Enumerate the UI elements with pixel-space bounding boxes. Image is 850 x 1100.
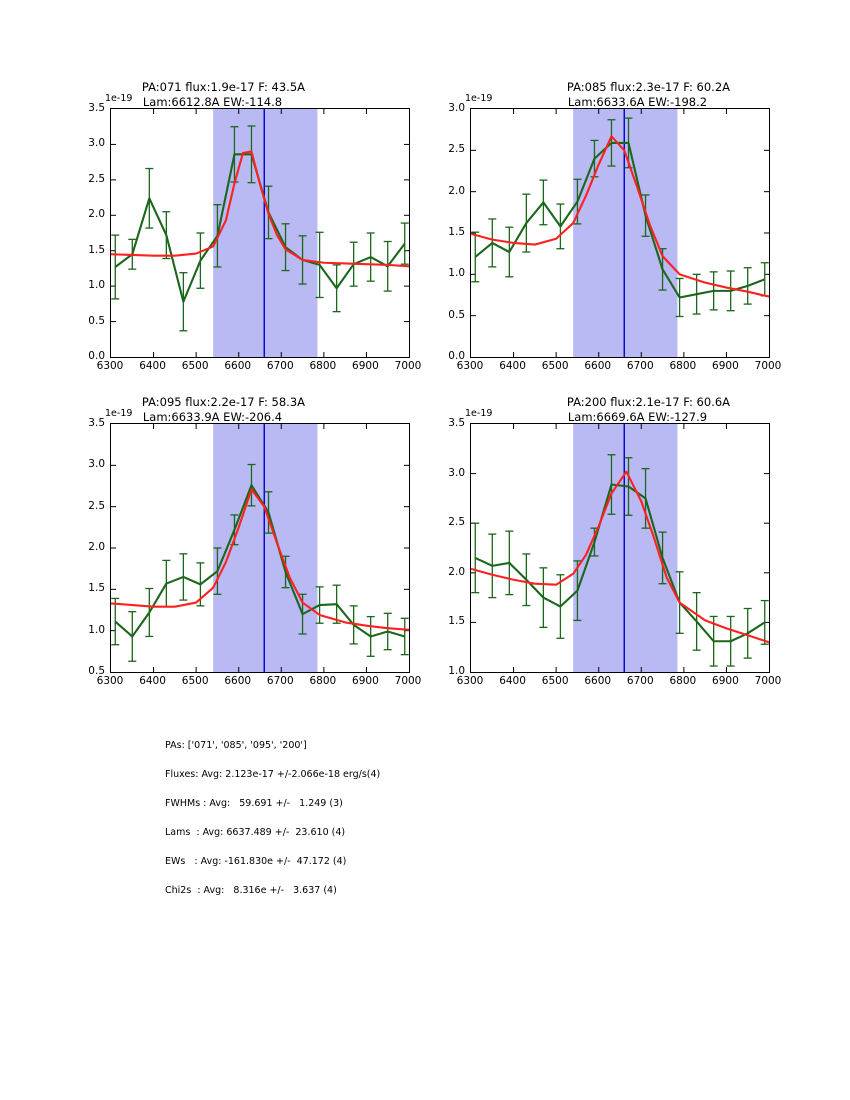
y-tick-label: 0.0 [88,350,105,362]
model-fit-line [111,150,409,268]
summary-line-ews: EWs : Avg: -161.830e +/- 47.172 (4) [165,856,347,867]
observed-spectrum-line [474,483,766,643]
x-tick-label: 6400 [139,360,166,372]
y-tick-label: 2.0 [448,565,465,578]
y-tick-label: 2.0 [88,541,105,553]
model-fit-line [471,470,769,644]
x-tick-label: 6600 [224,675,252,687]
x-tick-label: 6700 [266,675,294,687]
y-tick-label: 1.5 [88,582,105,595]
y-tick-label: 2.0 [448,184,465,197]
y-tick-label: 3.5 [88,417,105,429]
plot-svg-2 [111,424,409,672]
y-tick-label: 3.0 [88,458,105,471]
plot-svg-1 [471,109,769,357]
y-tick-label: 3.0 [448,102,465,114]
plot-area-1[interactable] [470,108,770,358]
y-offset-label-0: 1e-19 [105,93,133,104]
x-tick-label: 6900 [712,360,739,372]
y-tick-label: 3.5 [88,102,105,114]
x-tick-label: 6600 [224,360,252,372]
x-tick-label: 6800 [669,360,697,372]
plot-svg-3 [471,424,769,672]
x-tick-label: 6800 [309,675,337,687]
summary-text-block: PAs: ['071', '085', '095', '200'] Fluxes… [165,740,585,914]
y-tick-label: 1.5 [448,226,465,238]
line-window-band [213,109,318,357]
y-tick-label: 3.5 [448,417,465,429]
observed-spectrum-line [474,141,766,299]
plot-area-0[interactable] [110,108,410,358]
summary-line-pas: PAs: ['071', '085', '095', '200'] [165,740,307,751]
y-tick-label: 1.5 [88,243,105,256]
summary-line-fluxes: Fluxes: Avg: 2.123e-17 +/-2.066e-18 erg/… [165,769,381,780]
x-tick-label: 7000 [394,675,422,687]
x-tick-label: 6400 [499,675,526,687]
y-tick-label: 2.5 [88,499,105,512]
y-offset-label-1: 1e-19 [465,93,493,104]
y-tick-label: 2.5 [448,516,465,529]
y-tick-label: 1.0 [88,623,105,636]
y-tick-label: 1.5 [448,615,465,628]
summary-line-lams: Lams : Avg: 6637.489 +/- 23.610 (4) [165,827,346,838]
plot-area-3[interactable] [470,423,770,673]
x-tick-label: 6800 [669,675,697,687]
x-tick-label: 6400 [139,675,166,687]
x-tick-label: 6700 [626,675,654,687]
x-tick-label: 6500 [181,675,209,687]
y-tick-label: 3.0 [88,137,105,150]
subplot-panel-1: PA:085 flux:2.3e-17 F: 60.2A Lam:6633.6A … [425,0,850,390]
x-tick-label: 6500 [541,675,569,687]
x-tick-label: 6900 [352,360,379,372]
x-tick-label: 6700 [266,360,294,372]
y-tick-label: 3.0 [448,466,465,479]
panel-title-2: PA:095 flux:2.2e-17 F: 58.3A Lam:6633.9A … [141,395,306,424]
y-tick-label: 2.0 [88,208,105,221]
x-tick-label: 6900 [712,675,739,687]
subplot-panel-3: PA:200 flux:2.1e-17 F: 60.6A Lam:6669.6A … [425,315,850,705]
y-tick-label: 1.0 [88,279,105,292]
y-offset-label-3: 1e-19 [465,408,493,419]
x-tick-label: 7000 [394,360,422,372]
y-tick-label: 2.5 [448,143,465,156]
observed-spectrum-line [114,484,406,638]
x-tick-label: 6600 [584,360,612,372]
x-tick-label: 7000 [754,360,782,372]
subplot-panel-2: PA:095 flux:2.2e-17 F: 58.3A Lam:6633.9A … [0,315,425,705]
x-tick-label: 6800 [309,360,337,372]
x-tick-label: 6300 [96,675,124,687]
x-tick-label: 6400 [499,360,526,372]
panel-title-0: PA:071 flux:1.9e-17 F: 43.5A Lam:6612.8A … [141,80,306,109]
plot-svg-0 [111,109,409,357]
model-fit-line [111,488,409,631]
y-tick-label: 1.0 [448,665,465,677]
x-tick-label: 7000 [754,675,782,687]
x-tick-label: 6500 [181,360,209,372]
x-tick-label: 6300 [456,675,484,687]
x-tick-label: 6900 [352,675,379,687]
x-tick-label: 6300 [96,360,124,372]
line-window-band [213,424,318,672]
summary-line-chi2s: Chi2s : Avg: 8.316e +/- 3.637 (4) [165,885,337,896]
y-tick-label: 1.0 [448,267,465,280]
summary-line-fwhms: FWHMs : Avg: 59.691 +/- 1.249 (3) [165,798,343,809]
plot-area-2[interactable] [110,423,410,673]
y-tick-label: 0.5 [88,314,105,327]
x-tick-label: 6700 [626,360,654,372]
subplot-panel-0: PA:071 flux:1.9e-17 F: 43.5A Lam:6612.8A … [0,0,425,390]
panel-title-1: PA:085 flux:2.3e-17 F: 60.2A Lam:6633.6A … [566,80,731,109]
panel-title-3: PA:200 flux:2.1e-17 F: 60.6A Lam:6669.6A … [566,395,731,424]
y-tick-label: 0.0 [448,350,465,362]
x-tick-label: 6500 [541,360,569,372]
y-tick-label: 0.5 [448,308,465,321]
y-tick-label: 0.5 [88,665,105,677]
errorbars [111,463,409,662]
x-tick-label: 6600 [584,675,612,687]
x-tick-label: 6300 [456,360,484,372]
model-fit-line [471,135,769,298]
y-tick-label: 2.5 [88,172,105,185]
y-offset-label-2: 1e-19 [105,408,133,419]
